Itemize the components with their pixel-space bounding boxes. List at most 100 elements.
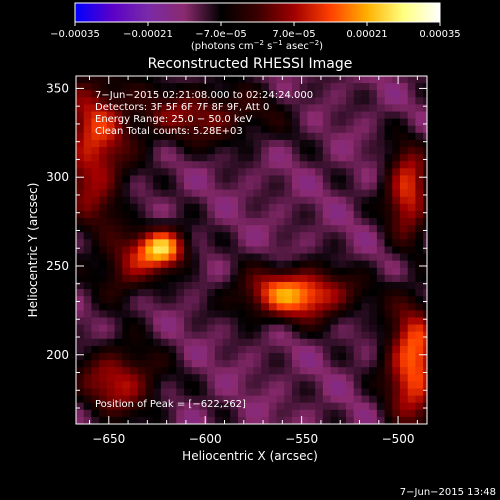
heatmap-cell (261, 338, 270, 347)
heatmap-cell (199, 324, 208, 333)
heatmap-cell (353, 402, 362, 411)
heatmap-cell (176, 388, 185, 397)
heatmap-cell (407, 104, 416, 113)
heatmap-cell (315, 210, 324, 219)
heatmap-cell (315, 303, 324, 311)
heatmap-cell (253, 175, 262, 184)
heatmap-cell (99, 104, 108, 113)
heatmap-cell (207, 196, 216, 205)
heatmap-cell (122, 218, 131, 226)
heatmap-cell (361, 303, 370, 311)
heatmap-cell (338, 289, 347, 297)
heatmap-cell (184, 210, 193, 219)
heatmap-cell (184, 352, 193, 361)
heatmap-cell (361, 232, 370, 240)
heatmap-cell (353, 125, 362, 134)
heatmap-cell (338, 374, 347, 382)
heatmap-cell (292, 203, 301, 212)
heatmap-cell (207, 225, 216, 233)
heatmap-cell (415, 274, 424, 283)
heatmap-cell (276, 246, 285, 255)
heatmap-cell (214, 154, 224, 162)
heatmap-cell (207, 367, 216, 375)
y-tick-label: 200 (46, 348, 69, 362)
heatmap-cell (207, 381, 216, 390)
heatmap-cell (330, 289, 339, 297)
heatmap-cell (160, 381, 170, 390)
heatmap-cell (76, 310, 85, 319)
heatmap-cell (245, 367, 254, 375)
heatmap-cell (160, 210, 170, 219)
heatmap-cell (376, 189, 386, 198)
heatmap-cell (338, 139, 347, 148)
heatmap-cell (137, 374, 146, 382)
heatmap-cell (184, 388, 193, 397)
heatmap-cell (207, 139, 216, 148)
heatmap-cell (400, 161, 409, 169)
heatmap-cell (423, 331, 427, 340)
heatmap-cell (261, 239, 270, 248)
heatmap-cell (83, 225, 92, 233)
heatmap-cell (168, 161, 177, 169)
heatmap-cell (338, 125, 347, 134)
heatmap-cell (245, 90, 254, 98)
heatmap-cell (407, 310, 416, 319)
heatmap-cell (160, 352, 170, 361)
heatmap-cell (99, 168, 108, 177)
heatmap-cell (145, 154, 154, 162)
heatmap-cell (238, 296, 247, 304)
heatmap-cell (191, 239, 200, 248)
heatmap-cell (261, 118, 270, 127)
heatmap-cell (361, 111, 370, 120)
heatmap-cell (76, 409, 85, 418)
heatmap-cell (276, 239, 285, 248)
heatmap-cell (307, 367, 316, 375)
colorbar-units: (photons cm−2 s−1 asec−2) (191, 39, 323, 52)
heatmap-cell (384, 175, 393, 184)
heatmap-cell (315, 409, 324, 418)
heatmap-cell (346, 182, 355, 191)
heatmap-cell (307, 395, 316, 404)
heatmap-cell (400, 90, 409, 98)
heatmap-cell (261, 274, 270, 283)
heatmap-cell (338, 281, 347, 290)
heatmap-cell (176, 345, 185, 354)
heatmap-cell (400, 345, 409, 354)
heatmap-cell (130, 182, 139, 191)
heatmap-cell (369, 388, 378, 397)
heatmap-cell (261, 303, 270, 311)
heatmap-cell (361, 267, 370, 276)
heatmap-cell (369, 402, 378, 411)
heatmap-cell (168, 189, 177, 198)
heatmap-cell (137, 360, 146, 368)
heatmap-cell (168, 388, 177, 397)
heatmap-cell (91, 267, 100, 276)
heatmap-cell (153, 253, 162, 262)
heatmap-cell (230, 296, 239, 304)
heatmap-cell (83, 331, 92, 340)
heatmap-cell (369, 97, 378, 106)
heatmap-cell (207, 281, 216, 290)
heatmap-cell (114, 168, 123, 177)
heatmap-cell (261, 296, 270, 304)
heatmap-cell (346, 324, 355, 333)
heatmap-cell (122, 281, 131, 290)
heatmap-cell (384, 260, 393, 269)
heatmap-cell (153, 225, 162, 233)
heatmap-cell (299, 367, 308, 375)
heatmap-cell (145, 175, 154, 184)
heatmap-cell (122, 352, 131, 361)
heatmap-cell (353, 281, 362, 290)
heatmap-cell (199, 260, 208, 269)
heatmap-cell (353, 76, 362, 84)
heatmap-cell (207, 210, 216, 219)
heatmap-cell (292, 139, 301, 148)
heatmap-cell (400, 182, 409, 191)
heatmap-cell (276, 360, 285, 368)
heatmap-cell (276, 210, 285, 219)
heatmap-cell (330, 225, 339, 233)
heatmap-cell (199, 289, 208, 297)
heatmap-cell (222, 338, 231, 347)
heatmap-cell (76, 175, 85, 184)
heatmap-cell (222, 381, 231, 390)
